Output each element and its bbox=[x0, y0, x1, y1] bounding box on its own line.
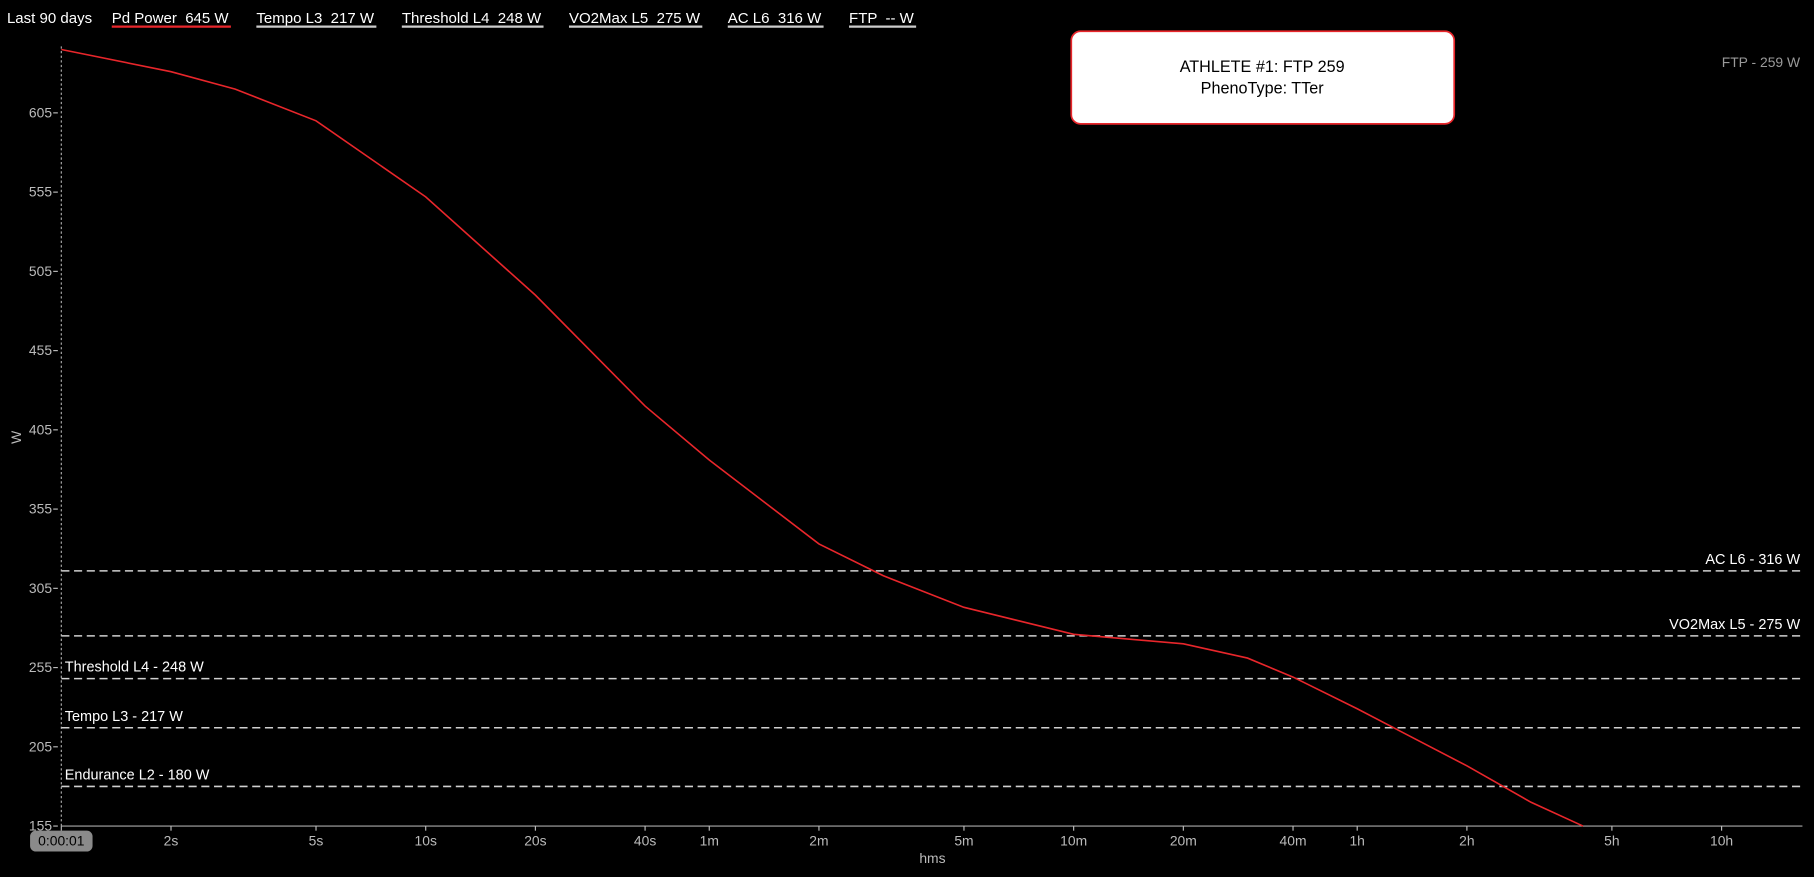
y-tick-label: 405 bbox=[29, 421, 52, 437]
x-tick-label: 2s bbox=[164, 833, 179, 849]
x-tick-label: 10h bbox=[1710, 833, 1733, 849]
ftp-label: FTP - 259 W bbox=[1722, 54, 1801, 70]
x-tick-label: 40s bbox=[634, 833, 656, 849]
annotation-line: PhenoType: TTer bbox=[1201, 80, 1325, 98]
x-tick-label: 40m bbox=[1280, 833, 1307, 849]
x-tick-label: 2h bbox=[1459, 833, 1474, 849]
x-tick-label: 10m bbox=[1060, 833, 1087, 849]
x-tick-label: 5m bbox=[954, 833, 973, 849]
zone-label: AC L6 - 316 W bbox=[1705, 552, 1800, 568]
x-tick-label: 5h bbox=[1604, 833, 1619, 849]
x-tick-label: 20m bbox=[1170, 833, 1197, 849]
x-tick-label: 1m bbox=[700, 833, 719, 849]
x-tick-label: 0:00:01 bbox=[38, 833, 85, 849]
power-curve bbox=[61, 48, 1584, 827]
y-tick-label: 605 bbox=[29, 105, 52, 121]
zone-label: Tempo L3 - 217 W bbox=[65, 709, 183, 725]
y-tick-label: 155 bbox=[29, 818, 52, 834]
y-axis-label: W bbox=[8, 430, 24, 444]
x-axis-label: hms bbox=[919, 850, 945, 866]
y-tick-label: 455 bbox=[29, 342, 52, 358]
period-label: Last 90 days bbox=[7, 10, 92, 27]
legend-item: AC L6 316 W bbox=[728, 10, 822, 27]
legend-item: VO2Max L5 275 W bbox=[569, 10, 701, 27]
y-tick-label: 355 bbox=[29, 501, 52, 517]
legend-item: Tempo L3 217 W bbox=[256, 10, 375, 27]
annotation-box bbox=[1070, 30, 1456, 125]
legend-item: Threshold L4 248 W bbox=[402, 10, 542, 27]
zone-label: Endurance L2 - 180 W bbox=[65, 767, 210, 783]
zone-label: Threshold L4 - 248 W bbox=[65, 660, 204, 676]
y-tick-label: 255 bbox=[29, 659, 52, 675]
y-tick-label: 205 bbox=[29, 738, 52, 754]
legend: Last 90 days Pd Power 645 W Tempo L3 217 W… bbox=[7, 10, 917, 28]
annotation-line: ATHLETE #1: FTP 259 bbox=[1180, 58, 1345, 76]
legend-item: FTP -- W bbox=[849, 10, 915, 27]
y-tick-label: 505 bbox=[29, 263, 52, 279]
x-tick-label: 5s bbox=[309, 833, 324, 849]
y-tick-label: 305 bbox=[29, 580, 52, 596]
x-tick-label: 2m bbox=[809, 833, 828, 849]
x-tick-label: 20s bbox=[524, 833, 546, 849]
y-tick-label: 555 bbox=[29, 184, 52, 200]
x-tick-badge bbox=[30, 830, 93, 852]
x-tick-label: 10s bbox=[415, 833, 437, 849]
legend-item: Pd Power 645 W bbox=[112, 10, 230, 27]
x-tick-label: 1h bbox=[1349, 833, 1364, 849]
zone-label: VO2Max L5 - 275 W bbox=[1669, 617, 1800, 633]
